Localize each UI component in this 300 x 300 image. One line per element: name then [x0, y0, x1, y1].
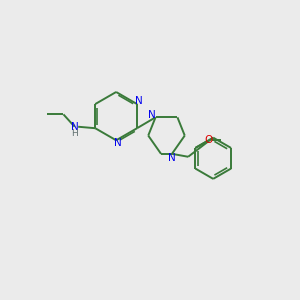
Text: N: N: [71, 122, 79, 132]
Text: H: H: [71, 129, 78, 138]
Text: N: N: [148, 110, 156, 120]
Text: N: N: [135, 96, 142, 106]
Text: N: N: [168, 153, 176, 163]
Text: N: N: [114, 138, 122, 148]
Text: O: O: [205, 135, 213, 145]
